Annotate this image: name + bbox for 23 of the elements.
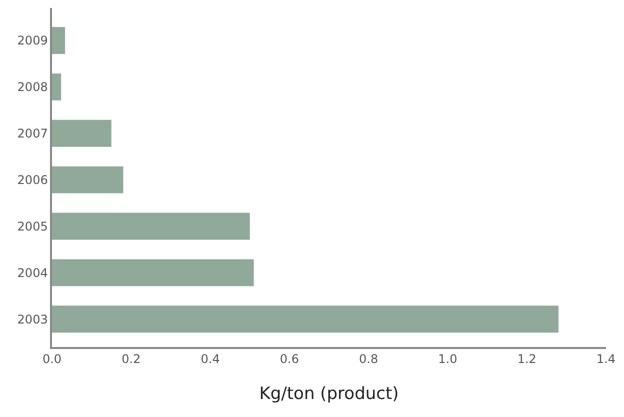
x-tick-label: 0.0 (42, 352, 62, 366)
bar (52, 27, 66, 54)
y-tick-label: 2003 (17, 312, 48, 326)
x-tick-label: 1.0 (438, 352, 458, 366)
x-tick-label: 0.4 (200, 352, 220, 366)
bar (52, 120, 112, 147)
y-tick-label: 2004 (17, 266, 48, 280)
bar (52, 73, 62, 100)
x-tick-label: 0.8 (359, 352, 378, 366)
bar (52, 259, 254, 286)
x-axis-title: Kg/ton (product) (259, 384, 399, 404)
x-tick-label: 1.2 (517, 352, 536, 366)
y-tick-label: 2009 (17, 34, 48, 48)
x-tick-label: 0.2 (122, 352, 141, 366)
bar (52, 166, 124, 194)
y-tick-label: 2005 (17, 219, 48, 234)
x-tick-label: 0.6 (280, 352, 299, 366)
bar (52, 306, 559, 333)
y-tick-label: 2007 (17, 126, 48, 141)
x-tick-label: 1.4 (596, 352, 616, 366)
y-tick-label: 2006 (17, 173, 48, 188)
bar (52, 212, 250, 240)
y-tick-label: 2008 (17, 80, 48, 94)
